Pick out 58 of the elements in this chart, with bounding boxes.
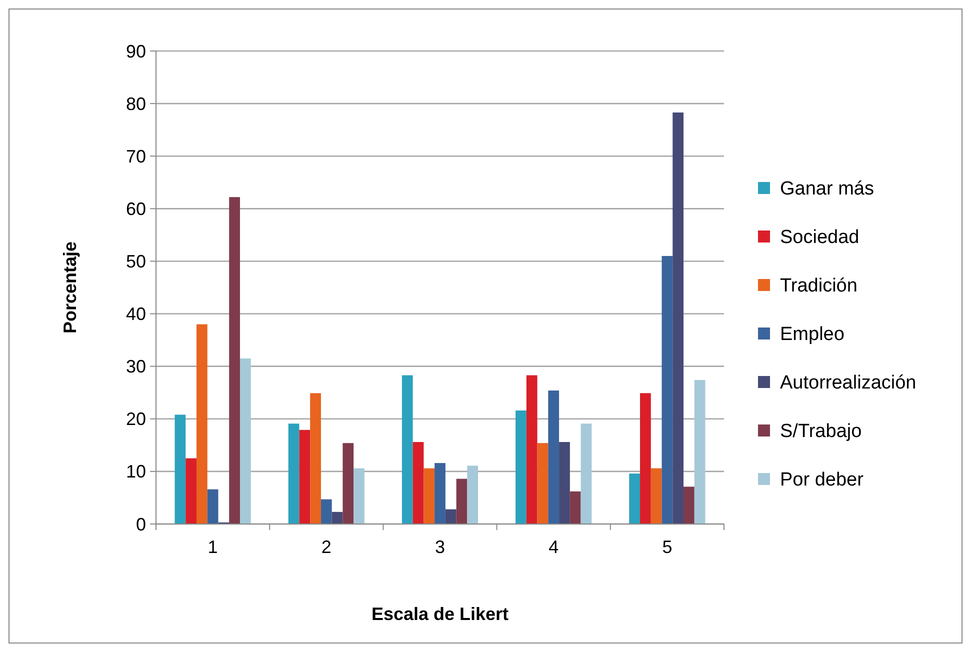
legend-label: Por deber bbox=[780, 470, 864, 491]
bar bbox=[320, 499, 332, 524]
bar bbox=[640, 393, 651, 524]
legend-label: Empleo bbox=[780, 324, 844, 346]
bar bbox=[342, 443, 354, 524]
y-tick-label: 10 bbox=[126, 462, 146, 482]
x-tick-label: 2 bbox=[321, 537, 332, 557]
bar bbox=[684, 486, 694, 524]
legend-label: Sociedad bbox=[780, 227, 860, 248]
bar bbox=[526, 375, 538, 524]
y-tick-label: 60 bbox=[126, 198, 146, 219]
legend-label: S/Trabajo bbox=[780, 421, 862, 442]
bar bbox=[332, 512, 343, 524]
bar bbox=[629, 474, 640, 524]
bar bbox=[424, 468, 435, 524]
bar bbox=[299, 430, 310, 524]
bar bbox=[229, 197, 240, 524]
x-axis-title: Escala de Likert bbox=[371, 604, 509, 624]
y-tick-label: 40 bbox=[126, 304, 146, 324]
bar bbox=[694, 380, 706, 524]
x-tick-label: 1 bbox=[208, 537, 218, 557]
bar bbox=[537, 443, 548, 524]
bar bbox=[580, 424, 592, 524]
legend-label: Tradición bbox=[780, 276, 858, 297]
bar bbox=[354, 468, 364, 524]
bar bbox=[467, 466, 478, 524]
bar bbox=[412, 442, 424, 524]
y-tick-label: 70 bbox=[126, 146, 146, 166]
legend-label: Ganar más bbox=[780, 178, 874, 200]
bar bbox=[196, 324, 208, 524]
bar bbox=[310, 393, 321, 524]
bar bbox=[456, 478, 468, 524]
bar bbox=[186, 458, 196, 524]
bar bbox=[672, 112, 684, 524]
y-tick-label: 90 bbox=[126, 41, 146, 62]
y-tick-label: 80 bbox=[126, 94, 146, 114]
legend-label: Autorrealización bbox=[780, 372, 916, 394]
bar bbox=[570, 491, 581, 524]
y-tick-label: 50 bbox=[126, 252, 146, 272]
bar bbox=[174, 414, 186, 524]
bar bbox=[288, 424, 300, 524]
bar bbox=[240, 358, 251, 524]
bar bbox=[516, 410, 526, 524]
x-tick-label: 3 bbox=[434, 537, 446, 557]
bar bbox=[559, 442, 570, 524]
bar bbox=[402, 375, 413, 524]
x-tick-label: 5 bbox=[662, 537, 672, 557]
y-tick-label: 20 bbox=[126, 409, 146, 430]
y-axis-title: Porcentaje bbox=[60, 241, 80, 334]
bar bbox=[445, 509, 456, 524]
bar bbox=[662, 256, 673, 524]
bar bbox=[548, 390, 560, 524]
y-tick-label: 30 bbox=[126, 356, 146, 377]
bar bbox=[207, 489, 218, 524]
bar bbox=[434, 463, 446, 524]
y-tick-label: 0 bbox=[136, 514, 146, 534]
x-tick-label: 4 bbox=[548, 537, 559, 557]
bar bbox=[650, 468, 662, 524]
